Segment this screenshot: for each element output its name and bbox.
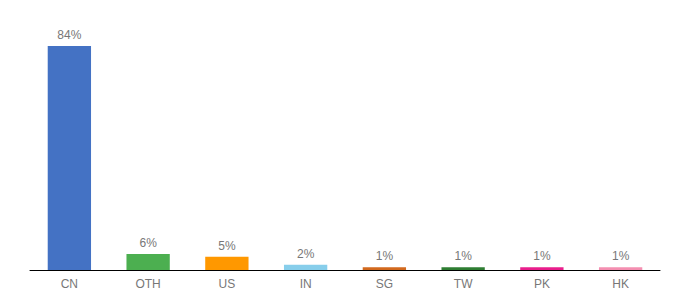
svg-text:SG: SG	[376, 277, 393, 291]
svg-text:IN: IN	[300, 277, 312, 291]
svg-text:6%: 6%	[139, 236, 157, 250]
svg-text:1%: 1%	[376, 249, 394, 263]
svg-text:HK: HK	[612, 277, 629, 291]
svg-text:1%: 1%	[454, 249, 472, 263]
svg-text:US: US	[219, 277, 236, 291]
svg-text:CN: CN	[61, 277, 78, 291]
svg-text:1%: 1%	[612, 249, 630, 263]
svg-text:TW: TW	[454, 277, 473, 291]
svg-text:PK: PK	[534, 277, 550, 291]
svg-text:1%: 1%	[533, 249, 551, 263]
svg-text:84%: 84%	[57, 28, 81, 42]
svg-text:2%: 2%	[297, 247, 315, 261]
svg-text:5%: 5%	[218, 239, 236, 253]
svg-text:OTH: OTH	[135, 277, 160, 291]
